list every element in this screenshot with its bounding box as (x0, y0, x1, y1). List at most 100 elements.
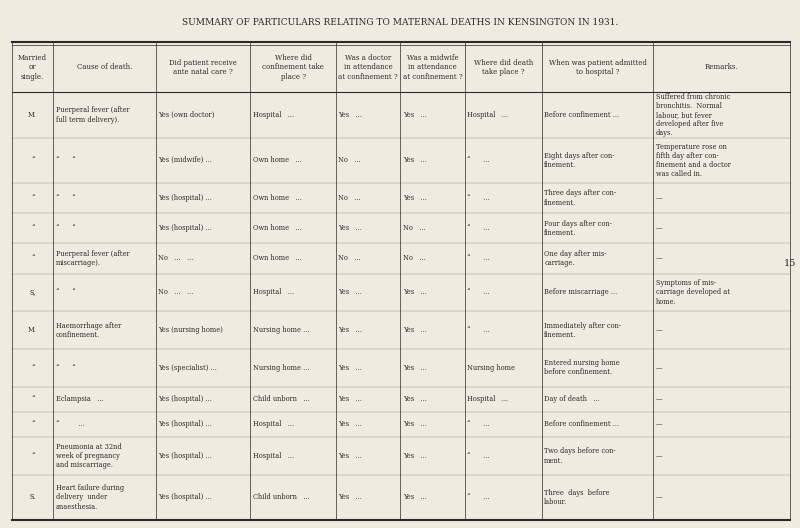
Text: “      “: “ “ (55, 156, 75, 164)
Text: Yes   ...: Yes ... (402, 395, 426, 403)
Text: “      “: “ “ (55, 224, 75, 232)
Text: Own home   ...: Own home ... (253, 194, 302, 202)
Text: Before miscarriage ...: Before miscarriage ... (544, 288, 618, 296)
Text: Three  days  before
labour.: Three days before labour. (544, 489, 610, 506)
Text: Yes (hospital) ...: Yes (hospital) ... (158, 420, 212, 429)
Text: “: “ (31, 452, 34, 460)
Text: S.: S. (30, 494, 36, 502)
Text: Yes   ...: Yes ... (402, 494, 426, 502)
Text: Three days after con-
finement.: Three days after con- finement. (544, 190, 616, 206)
Text: Haemorrhage after
confinement.: Haemorrhage after confinement. (55, 322, 121, 339)
Text: Yes   ...: Yes ... (338, 288, 362, 296)
Text: Nursing home ...: Nursing home ... (253, 364, 310, 372)
Text: Two days before con-
ment.: Two days before con- ment. (544, 447, 616, 465)
Text: No   ...: No ... (338, 254, 361, 262)
Text: Was a midwife
in attendance
at confinement ?: Was a midwife in attendance at confineme… (402, 54, 462, 80)
Text: “         ...: “ ... (55, 420, 85, 429)
Text: Where did death
take place ?: Where did death take place ? (474, 59, 533, 76)
Text: —: — (656, 364, 662, 372)
Text: Remarks.: Remarks. (705, 63, 738, 71)
Text: “      ...: “ ... (467, 254, 490, 262)
Text: Own home   ...: Own home ... (253, 156, 302, 164)
Text: Yes   ...: Yes ... (338, 494, 362, 502)
Text: Yes   ...: Yes ... (402, 194, 426, 202)
Text: Yes   ...: Yes ... (402, 326, 426, 334)
Text: Yes   ...: Yes ... (402, 420, 426, 429)
Text: No   ...   ...: No ... ... (158, 254, 194, 262)
Text: Four days after con-
finement.: Four days after con- finement. (544, 220, 612, 237)
Text: —: — (656, 494, 662, 502)
Text: Yes   ...: Yes ... (402, 364, 426, 372)
Text: “      ...: “ ... (467, 452, 490, 460)
Text: “: “ (31, 156, 34, 164)
Text: No   ...   ...: No ... ... (158, 288, 194, 296)
Text: Nursing home: Nursing home (467, 364, 515, 372)
Text: Was a doctor
in attendance
at confinement ?: Was a doctor in attendance at confinemen… (338, 54, 398, 80)
Text: Yes (midwife) ...: Yes (midwife) ... (158, 156, 212, 164)
Text: Married
or
single.: Married or single. (18, 54, 47, 80)
Text: Own home   ...: Own home ... (253, 254, 302, 262)
Text: Yes   ...: Yes ... (338, 224, 362, 232)
Text: Symptoms of mis-
carriage developed at
home.: Symptoms of mis- carriage developed at h… (656, 279, 730, 306)
Text: Hospital   ...: Hospital ... (253, 111, 294, 119)
Text: No   ...: No ... (338, 194, 361, 202)
Text: Eight days after con-
finement.: Eight days after con- finement. (544, 152, 614, 169)
Text: —: — (656, 194, 662, 202)
Text: Yes   ...: Yes ... (402, 452, 426, 460)
Text: Yes (hospital) ...: Yes (hospital) ... (158, 395, 212, 403)
Text: “      ...: “ ... (467, 156, 490, 164)
Text: Child unborn   ...: Child unborn ... (253, 395, 310, 403)
Text: Own home   ...: Own home ... (253, 224, 302, 232)
Text: Yes (hospital) ...: Yes (hospital) ... (158, 194, 212, 202)
Text: Yes   ...: Yes ... (338, 364, 362, 372)
Text: —: — (656, 395, 662, 403)
Text: Nursing home ...: Nursing home ... (253, 326, 310, 334)
Text: Yes (specialist) ...: Yes (specialist) ... (158, 364, 218, 372)
Text: “: “ (31, 420, 34, 429)
Text: “: “ (31, 395, 34, 403)
Text: —: — (656, 420, 662, 429)
Text: No   ...: No ... (338, 156, 361, 164)
Text: Yes   ...: Yes ... (338, 420, 362, 429)
Text: M.: M. (28, 326, 37, 334)
Text: Yes (hospital) ...: Yes (hospital) ... (158, 494, 212, 502)
Text: No   ...: No ... (402, 254, 426, 262)
Text: Where did
confinement take
place ?: Where did confinement take place ? (262, 54, 324, 80)
Text: Temperature rose on
fifth day after con-
finement and a doctor
was called in.: Temperature rose on fifth day after con-… (656, 143, 730, 178)
Text: Yes (hospital) ...: Yes (hospital) ... (158, 224, 212, 232)
Text: —: — (656, 452, 662, 460)
Text: “      ...: “ ... (467, 494, 490, 502)
Text: Puerperal fever (after
full term delivery).: Puerperal fever (after full term deliver… (55, 107, 129, 124)
Text: “      ...: “ ... (467, 326, 490, 334)
Text: Heart failure during
delivery  under
anaesthesia.: Heart failure during delivery under anae… (55, 484, 124, 511)
Text: —: — (656, 326, 662, 334)
Text: “      ...: “ ... (467, 420, 490, 429)
Text: Yes (hospital) ...: Yes (hospital) ... (158, 452, 212, 460)
Text: Yes   ...: Yes ... (338, 111, 362, 119)
Text: Hospital   ...: Hospital ... (253, 452, 294, 460)
Text: Hospital   ...: Hospital ... (253, 420, 294, 429)
Text: No   ...: No ... (402, 224, 426, 232)
Text: Yes   ...: Yes ... (402, 156, 426, 164)
Text: Before confinement ...: Before confinement ... (544, 420, 619, 429)
Text: “: “ (31, 254, 34, 262)
Text: “      “: “ “ (55, 194, 75, 202)
Text: Child unborn   ...: Child unborn ... (253, 494, 310, 502)
Text: S,: S, (30, 288, 36, 296)
Text: “: “ (31, 194, 34, 202)
Text: Day of death   ...: Day of death ... (544, 395, 600, 403)
Text: —: — (656, 254, 662, 262)
Text: Yes   ...: Yes ... (338, 452, 362, 460)
Text: Yes   ...: Yes ... (402, 111, 426, 119)
Text: Eclampsia   ...: Eclampsia ... (55, 395, 103, 403)
Text: —: — (656, 224, 662, 232)
Text: Hospital   ...: Hospital ... (253, 288, 294, 296)
Text: Entered nursing home
before confinement.: Entered nursing home before confinement. (544, 359, 620, 376)
Text: Before confinement ...: Before confinement ... (544, 111, 619, 119)
Text: Yes   ...: Yes ... (338, 326, 362, 334)
Text: Yes   ...: Yes ... (338, 395, 362, 403)
Text: Yes   ...: Yes ... (402, 288, 426, 296)
Text: Hospital   ...: Hospital ... (467, 395, 508, 403)
Text: “      ...: “ ... (467, 194, 490, 202)
Text: “: “ (31, 224, 34, 232)
